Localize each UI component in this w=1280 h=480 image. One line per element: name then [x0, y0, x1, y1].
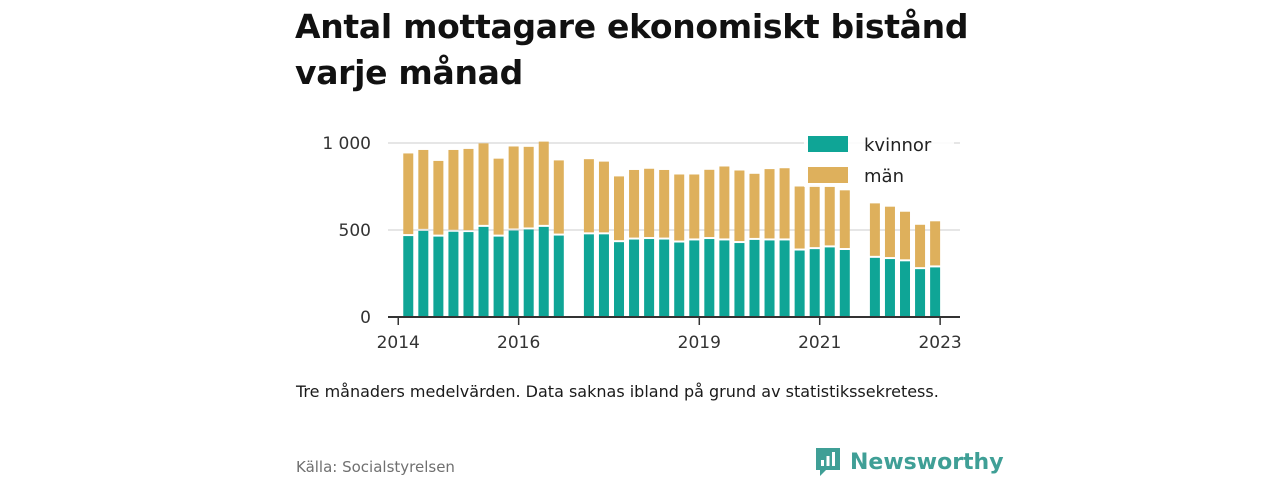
bar-man — [734, 170, 745, 242]
bar-kvinnor — [614, 242, 625, 317]
legend: kvinnor män — [804, 132, 954, 187]
bar-kvinnor — [403, 236, 414, 317]
bar-kvinnor — [598, 234, 609, 317]
x-tick-label: 2019 — [678, 333, 721, 353]
bar-kvinnor — [839, 250, 850, 317]
bar-man — [900, 211, 911, 260]
chart-title: Antal mottagare ekonomiskt bistånd varje… — [295, 7, 969, 92]
bar-man — [930, 221, 941, 266]
bar-man — [583, 159, 594, 233]
bar-kvinnor — [734, 243, 745, 317]
bar-kvinnor — [478, 226, 489, 317]
bar-kvinnor — [583, 234, 594, 317]
newsworthy-brand[interactable]: Newsworthy — [814, 446, 1004, 478]
bar-kvinnor — [794, 250, 805, 317]
bar-man — [704, 169, 715, 238]
legend-swatch-kvinnor — [808, 136, 848, 152]
bar-kvinnor — [448, 231, 459, 317]
bar-man — [403, 153, 414, 235]
bar-man — [629, 169, 640, 238]
bar-man — [659, 169, 670, 238]
x-tick-label: 2016 — [497, 333, 540, 353]
bar-kvinnor — [538, 226, 549, 317]
legend-label: män — [864, 166, 904, 187]
bar-man — [749, 173, 760, 238]
bar-kvinnor — [824, 247, 835, 317]
legend-label: kvinnor — [864, 135, 932, 156]
bar-kvinnor — [884, 259, 895, 317]
bar-kvinnor — [674, 242, 685, 317]
bar-man — [523, 146, 534, 228]
chart-note: Tre månaders medelvärden. Data saknas ib… — [296, 382, 939, 401]
bar-man — [418, 149, 429, 229]
source-label: Källa: Socialstyrelsen — [296, 458, 455, 476]
bar-kvinnor — [463, 232, 474, 317]
bar-kvinnor — [704, 239, 715, 317]
bar-man — [884, 206, 895, 258]
x-tick-label: 2014 — [377, 333, 420, 353]
bar-man — [689, 174, 700, 239]
bar-kvinnor — [749, 239, 760, 317]
bar-kvinnor — [629, 239, 640, 317]
bar-man — [824, 186, 835, 246]
bar-man — [553, 160, 564, 234]
bars — [403, 141, 941, 317]
legend-swatch-man — [808, 167, 848, 183]
brand-name: Newsworthy — [850, 449, 1004, 475]
bar-man — [809, 185, 820, 248]
bar-man — [614, 176, 625, 241]
bar-man — [493, 158, 504, 235]
bar-man — [644, 168, 655, 238]
x-tick-label: 2021 — [798, 333, 841, 353]
bar-kvinnor — [915, 269, 926, 317]
bar-kvinnor — [900, 261, 911, 317]
bar-man — [433, 160, 444, 235]
bar-man — [915, 224, 926, 268]
bar-kvinnor — [779, 240, 790, 317]
bar-man — [478, 143, 489, 225]
bar-man — [598, 161, 609, 233]
axes: 0 500 1 000 2014 2016 2019 2021 2023 — [322, 134, 961, 353]
bar-man — [764, 169, 775, 239]
bar-kvinnor — [553, 235, 564, 317]
bar-man — [794, 186, 805, 249]
bar-kvinnor — [493, 236, 504, 317]
bar-kvinnor — [433, 236, 444, 317]
bar-man — [508, 146, 519, 229]
bar-kvinnor — [809, 249, 820, 317]
y-tick-label: 500 — [339, 221, 371, 241]
newsworthy-logo-icon — [816, 448, 840, 476]
bar-man — [538, 141, 549, 225]
x-tick-label: 2023 — [918, 333, 961, 353]
bar-man — [448, 149, 459, 230]
bar-kvinnor — [523, 229, 534, 317]
bar-kvinnor — [418, 230, 429, 317]
bar-man — [839, 190, 850, 249]
bar-kvinnor — [689, 240, 700, 317]
bar-kvinnor — [508, 230, 519, 317]
bar-kvinnor — [764, 240, 775, 317]
bar-man — [719, 166, 730, 239]
y-tick-label: 1 000 — [322, 134, 371, 154]
bar-man — [869, 203, 880, 256]
bar-kvinnor — [659, 239, 670, 317]
bar-man — [779, 168, 790, 239]
bar-kvinnor — [930, 267, 941, 317]
bar-man — [463, 148, 474, 231]
bar-kvinnor — [644, 239, 655, 317]
y-tick-label: 0 — [360, 308, 371, 328]
bar-man — [674, 174, 685, 241]
bar-kvinnor — [719, 240, 730, 317]
bar-kvinnor — [869, 257, 880, 317]
